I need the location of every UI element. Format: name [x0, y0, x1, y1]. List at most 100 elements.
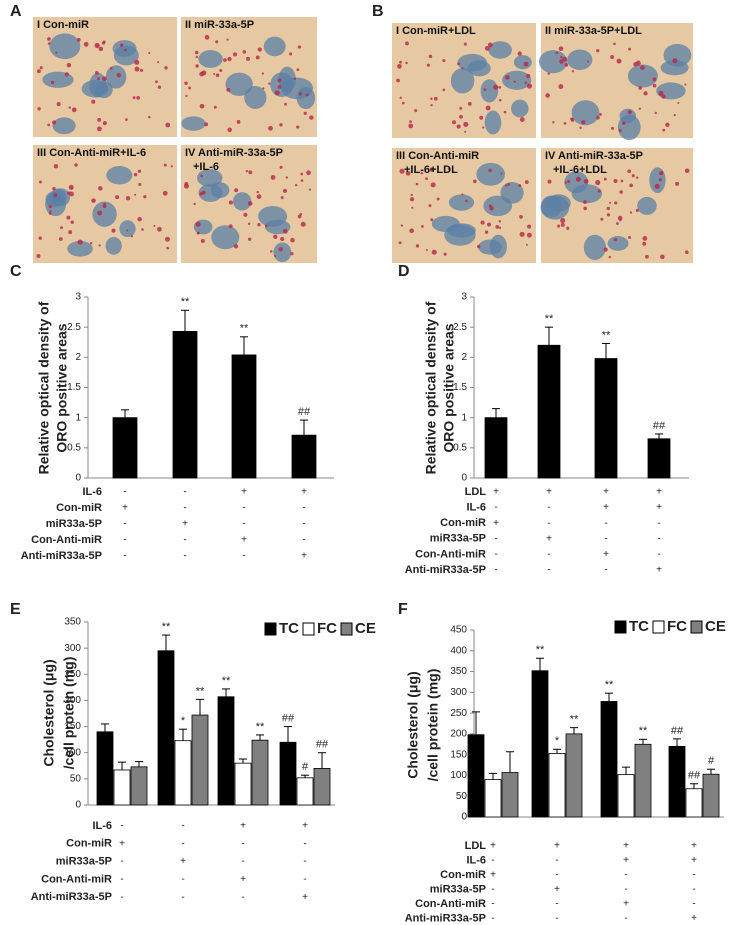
lipid-droplet: [102, 121, 107, 126]
condition-sign: +: [623, 855, 629, 866]
y-tick-label: 350: [450, 666, 467, 677]
lipid-droplet: [300, 172, 304, 176]
lipid-droplet: [420, 171, 424, 175]
lipid-droplet: [52, 186, 56, 191]
condition-sign: -: [494, 533, 497, 544]
lipid-droplet: [659, 170, 664, 176]
condition-sign: -: [491, 884, 494, 895]
lipid-droplet: [141, 228, 144, 231]
lipid-droplet: [599, 113, 602, 116]
bar: [130, 766, 148, 806]
lipid-droplet: [157, 61, 160, 64]
lipid-droplet: [50, 80, 55, 85]
lipid-droplet: [130, 235, 134, 238]
cell-nucleus: [113, 45, 139, 66]
significance-label: **: [240, 323, 249, 335]
lipid-droplet: [115, 195, 120, 200]
lipid-droplet: [579, 126, 582, 129]
bar: [313, 768, 331, 806]
lipid-droplet: [201, 190, 206, 195]
lipid-droplet: [488, 168, 492, 173]
significance-label: **: [605, 679, 614, 691]
condition-sign: +: [122, 503, 128, 514]
micrograph: IV Anti-miR-33a-5P +IL-6: [181, 145, 317, 263]
lipid-droplet: [524, 81, 527, 85]
error-bar: [222, 688, 230, 697]
error-bar: [553, 748, 561, 754]
lipid-droplet: [196, 231, 200, 235]
lipid-droplet: [545, 93, 550, 98]
legend-swatch: [302, 622, 315, 636]
lipid-droplet: [193, 202, 196, 206]
lipid-droplet: [581, 120, 586, 125]
lipid-droplet: [213, 105, 217, 109]
condition-sign: +: [490, 841, 496, 852]
lipid-droplet: [290, 237, 295, 243]
lipid-droplet: [672, 58, 678, 64]
lipid-droplet: [638, 86, 643, 90]
lipid-droplet: [101, 41, 106, 45]
lipid-droplet: [606, 206, 610, 211]
lipid-droplet: [430, 103, 433, 107]
lipid-droplet: [66, 62, 72, 68]
significance-label: **: [545, 313, 554, 325]
lipid-droplet: [629, 211, 633, 214]
lipid-droplet: [226, 38, 229, 41]
lipid-droplet: [459, 106, 463, 110]
condition-sign: +: [656, 502, 662, 513]
condition-sign: +: [493, 518, 499, 529]
lipid-droplet: [305, 93, 309, 97]
lipid-droplet: [155, 80, 158, 84]
cell-nucleus: [450, 68, 475, 94]
lipid-droplet: [627, 109, 632, 115]
lipid-droplet: [37, 107, 41, 111]
lipid-droplet: [558, 46, 564, 52]
y-tick-label: 2.5: [67, 322, 81, 333]
lipid-droplet: [289, 52, 293, 56]
condition-sign: +: [554, 884, 560, 895]
cell-nucleus: [273, 242, 292, 263]
lipid-droplet: [642, 241, 647, 246]
lipid-droplet: [428, 54, 433, 59]
image-caption: +IL-6: [193, 161, 219, 173]
bar: [484, 779, 502, 818]
lipid-droplet: [264, 224, 268, 228]
cell-nucleus: [232, 192, 252, 211]
lipid-droplet: [498, 98, 502, 102]
condition-sign: -: [657, 518, 660, 529]
lipid-droplet: [162, 190, 168, 196]
lipid-droplet: [232, 52, 238, 57]
cell-nucleus: [193, 219, 213, 235]
condition-sign: -: [183, 551, 186, 562]
condition-sign: +: [241, 487, 247, 498]
condition-sign: +: [691, 855, 697, 866]
lipid-droplet: [608, 255, 612, 259]
lipid-droplet: [134, 59, 140, 65]
lipid-droplet: [270, 175, 276, 180]
cell-nucleus: [488, 41, 512, 59]
lipid-droplet: [399, 60, 402, 64]
condition-sign: +: [656, 565, 662, 576]
cell-nucleus: [119, 220, 136, 238]
lipid-droplet: [518, 183, 522, 187]
cell-nucleus: [181, 116, 206, 131]
lipid-droplet: [443, 252, 447, 256]
lipid-droplet: [111, 228, 116, 233]
lipid-droplet: [400, 224, 404, 227]
lipid-droplet: [136, 95, 141, 100]
lipid-droplet: [498, 220, 502, 223]
lipid-droplet: [566, 226, 570, 230]
lipid-droplet: [461, 67, 464, 70]
condition-sign: -: [242, 551, 245, 562]
lipid-droplet: [98, 186, 103, 191]
lipid-droplet: [405, 41, 409, 46]
lipid-droplet: [635, 208, 639, 212]
cell-nucleus: [244, 85, 267, 109]
lipid-droplet: [89, 242, 93, 245]
cell-nucleus: [52, 117, 76, 135]
significance-label: **: [570, 714, 579, 726]
lipid-droplet: [279, 123, 283, 127]
lipid-droplet: [245, 56, 251, 61]
lipid-droplet: [552, 121, 555, 124]
lipid-droplet: [658, 90, 664, 96]
